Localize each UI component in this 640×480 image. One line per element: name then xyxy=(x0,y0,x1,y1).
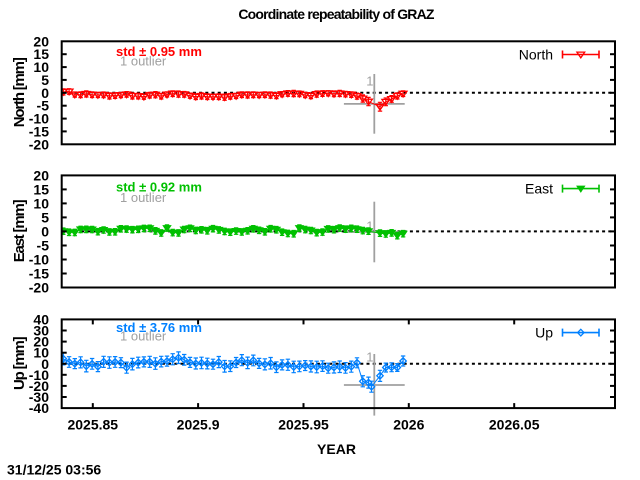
svg-text:-20: -20 xyxy=(29,280,49,296)
svg-text:20: 20 xyxy=(33,33,49,49)
svg-text:1 outlier: 1 outlier xyxy=(120,328,167,343)
svg-text:Up [mm]: Up [mm] xyxy=(11,336,28,390)
svg-text:2025.85: 2025.85 xyxy=(67,417,118,433)
svg-text:30: 30 xyxy=(33,323,49,339)
svg-text:0: 0 xyxy=(41,223,49,239)
svg-text:-10: -10 xyxy=(29,111,49,127)
svg-text:1 outlier: 1 outlier xyxy=(120,190,167,205)
svg-text:std ± 0.92 mm: std ± 0.92 mm xyxy=(116,179,202,194)
svg-text:-10: -10 xyxy=(29,252,49,268)
svg-text:North: North xyxy=(519,47,553,63)
svg-text:std ± 0.95 mm: std ± 0.95 mm xyxy=(116,44,202,59)
svg-text:-20: -20 xyxy=(29,136,49,152)
svg-text:1: 1 xyxy=(366,74,373,89)
svg-text:15: 15 xyxy=(33,181,49,197)
svg-text:East [mm]: East [mm] xyxy=(11,199,28,262)
svg-text:10: 10 xyxy=(33,195,49,211)
svg-text:Up: Up xyxy=(535,325,553,341)
svg-text:1: 1 xyxy=(366,350,373,365)
svg-text:-20: -20 xyxy=(29,378,49,394)
svg-text:-30: -30 xyxy=(29,389,49,405)
svg-text:East: East xyxy=(525,181,553,197)
svg-text:-5: -5 xyxy=(37,238,50,254)
svg-text:20: 20 xyxy=(33,334,49,350)
svg-text:20: 20 xyxy=(33,167,49,183)
svg-text:1 outlier: 1 outlier xyxy=(120,54,167,69)
svg-text:-10: -10 xyxy=(29,367,49,383)
svg-text:2026.05: 2026.05 xyxy=(489,417,540,433)
svg-text:-15: -15 xyxy=(29,266,49,282)
svg-text:-5: -5 xyxy=(37,98,50,114)
svg-text:5: 5 xyxy=(41,72,49,88)
svg-text:1: 1 xyxy=(366,219,373,234)
svg-text:2026: 2026 xyxy=(393,417,424,433)
svg-text:0: 0 xyxy=(41,356,49,372)
svg-text:std ± 3.76 mm: std ± 3.76 mm xyxy=(116,320,202,335)
svg-text:15: 15 xyxy=(33,46,49,62)
svg-text:Coordinate repeatability of GR: Coordinate repeatability of GRAZ xyxy=(238,6,435,22)
svg-text:40: 40 xyxy=(33,311,49,327)
svg-text:North [mm]: North [mm] xyxy=(11,57,28,127)
svg-text:10: 10 xyxy=(33,345,49,361)
svg-text:YEAR: YEAR xyxy=(317,441,356,457)
svg-text:-40: -40 xyxy=(29,400,49,416)
svg-text:0: 0 xyxy=(41,85,49,101)
svg-text:2025.9: 2025.9 xyxy=(177,417,220,433)
svg-text:-15: -15 xyxy=(29,123,49,139)
svg-text:2025.95: 2025.95 xyxy=(278,417,329,433)
svg-text:5: 5 xyxy=(41,209,49,225)
svg-text:31/12/25 03:56: 31/12/25 03:56 xyxy=(7,462,101,478)
svg-text:10: 10 xyxy=(33,59,49,75)
